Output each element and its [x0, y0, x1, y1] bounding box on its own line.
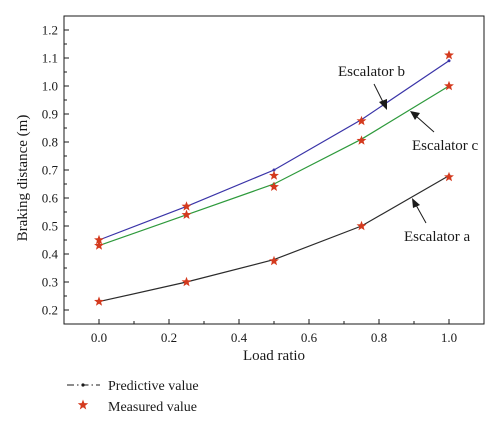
measured-star: [444, 80, 454, 91]
arrow-escalator-a-head: [412, 198, 420, 208]
legend-predictive-dot: [81, 383, 85, 387]
annotation-escalator-b: Escalator b: [338, 64, 405, 80]
measured-star: [356, 135, 367, 145]
predictive-line-series-0: [98, 175, 450, 303]
measured-star: [269, 170, 279, 180]
measured-star: [181, 276, 192, 287]
y-tick-label: 0.5: [42, 219, 58, 234]
measured-star: [181, 209, 192, 220]
y-tick-label: 0.6: [42, 191, 59, 206]
x-tick-label: 0.8: [371, 330, 387, 345]
annotation-escalator-c: Escalator c: [412, 138, 479, 154]
predictive-line-series-2: [98, 85, 450, 247]
arrow-escalator-c-shaft: [415, 115, 435, 133]
predictive-point: [272, 168, 276, 172]
predictive-line-series-1: [98, 60, 450, 241]
measured-star: [94, 240, 104, 250]
annotation-escalator-a: Escalator a: [404, 229, 471, 245]
measured-star: [356, 220, 367, 231]
x-tick-label: 0.0: [91, 330, 107, 345]
y-tick-label: 0.7: [42, 163, 59, 178]
predictive-point: [447, 59, 451, 63]
y-tick-label: 0.3: [42, 275, 58, 290]
measured-star: [94, 234, 104, 245]
arrow-escalator-b-head: [379, 99, 387, 110]
y-tick-label: 1.1: [42, 51, 58, 66]
y-axis-title: Braking distance (m): [15, 115, 31, 242]
y-tick-label: 1.2: [42, 23, 58, 38]
arrow-escalator-a-shaft: [415, 204, 427, 224]
x-tick-label: 0.6: [301, 330, 318, 345]
measured-markers: [94, 50, 454, 306]
measured-star: [356, 115, 367, 126]
legend-measured-label: Measured value: [108, 400, 197, 415]
y-tick-label: 0.4: [42, 247, 59, 262]
legend: Predictive value Measured value: [67, 379, 199, 415]
measured-star: [269, 255, 279, 266]
arrow-escalator-c-head: [410, 111, 420, 120]
legend-measured-star-icon: [77, 399, 89, 410]
measured-star: [269, 181, 279, 192]
arrow-escalator-b-shaft: [373, 83, 385, 105]
y-tick-label: 0.2: [42, 303, 58, 318]
series-lines: [97, 59, 451, 304]
measured-star: [444, 50, 454, 60]
x-tick-label: 1.0: [441, 330, 457, 345]
x-tick-label: 0.4: [231, 330, 248, 345]
measured-star: [444, 171, 454, 182]
y-tick-label: 0.9: [42, 107, 58, 122]
x-tick-label: 0.2: [161, 330, 177, 345]
legend-predictive-label: Predictive value: [108, 379, 199, 394]
y-tick-label: 1.0: [42, 79, 58, 94]
y-tick-label: 0.8: [42, 135, 58, 150]
measured-star: [181, 201, 192, 211]
measured-star: [94, 296, 104, 306]
axis-ticks: 0.0 0.2 0.4 0.6 0.8 1.0 0.2 0.3 0.4 0.5 0.6 0.7 0.8 0…: [42, 23, 457, 346]
x-axis-title: Load ratio: [243, 348, 305, 364]
